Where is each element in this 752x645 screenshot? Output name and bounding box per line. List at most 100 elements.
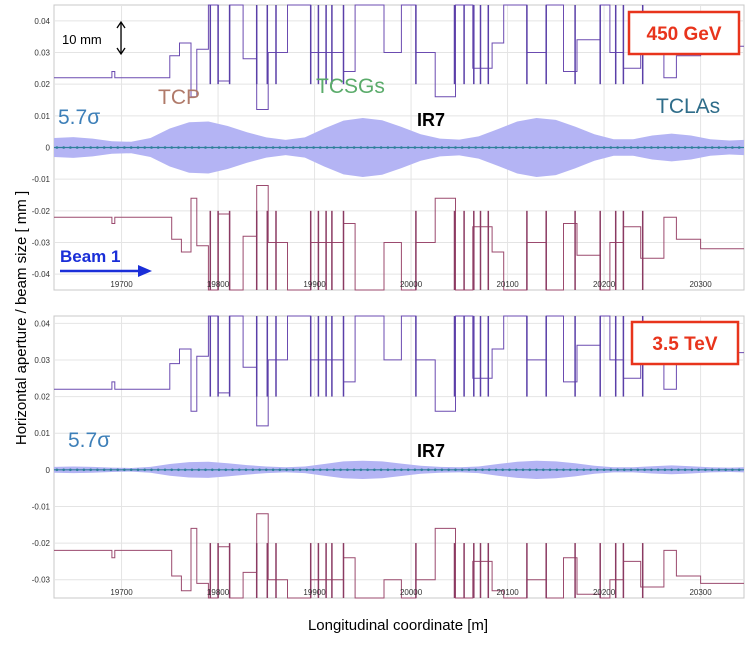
beam-marker-point: [143, 468, 146, 472]
beam-marker-point: [474, 468, 478, 472]
beam-marker-point: [406, 468, 410, 472]
beam-marker-point: [690, 146, 694, 149]
x-tick-label: 20100: [496, 588, 519, 597]
plot-area-3-5tev: [53, 315, 745, 599]
beam-marker-point: [433, 146, 437, 149]
beam-marker-point: [224, 146, 228, 149]
beam-marker-point: [670, 146, 673, 149]
beam-marker-point: [359, 468, 363, 472]
energy-badge-frame-450gev: [627, 10, 741, 56]
beam-marker-point: [481, 468, 484, 472]
beam-marker-point: [96, 146, 99, 149]
beam-marker-point: [271, 468, 275, 472]
beam-marker-point: [447, 468, 451, 472]
beam-marker-point: [440, 468, 444, 472]
beam-marker-point: [129, 146, 133, 149]
beam-marker-point: [373, 468, 376, 472]
beam-marker-point: [211, 468, 214, 472]
beam-marker-point: [251, 468, 255, 472]
beam-marker-point: [231, 146, 234, 149]
y-tick-label: 0.04: [34, 319, 50, 328]
x-tick-label: 20300: [689, 280, 712, 289]
beam-marker-point: [258, 468, 261, 472]
beam-marker-point: [211, 146, 214, 149]
beam-marker-point: [292, 468, 295, 472]
beam-marker-point: [82, 146, 86, 149]
beam-marker-point: [271, 146, 275, 149]
beam-marker-point: [467, 146, 471, 149]
beam-marker-point: [319, 468, 322, 472]
beam-marker-point: [427, 146, 430, 149]
scale-bar-arrow-down-icon: [116, 47, 126, 56]
beam-marker-point: [183, 146, 187, 149]
beam-marker-point: [352, 146, 356, 149]
beam-marker-point: [717, 468, 721, 472]
beam-marker-point: [501, 468, 505, 472]
y-tick-label: 0: [46, 144, 51, 153]
y-tick-label: -0.04: [32, 270, 51, 279]
beam-marker-point: [346, 468, 349, 472]
beam-marker-point: [677, 146, 680, 149]
beam-marker-point: [656, 146, 660, 149]
beam-marker-point: [244, 468, 248, 472]
beam-marker-point: [433, 468, 437, 472]
beam-marker-point: [602, 468, 606, 472]
beam-marker-point: [474, 146, 478, 149]
beam-marker-point: [238, 468, 241, 472]
beam-marker-point: [278, 468, 282, 472]
beam-marker-point: [427, 468, 430, 472]
beam-marker-point: [501, 146, 505, 149]
beam-marker-point: [460, 468, 464, 472]
beam-marker-point: [400, 146, 403, 149]
beam-marker-point: [258, 146, 261, 149]
beam-marker-point: [352, 468, 356, 472]
beam-marker-point: [55, 468, 59, 472]
beam-marker-point: [75, 146, 79, 149]
beam-marker-point: [109, 468, 113, 472]
beam-marker-point: [156, 468, 160, 472]
beam-marker-point: [623, 146, 626, 149]
y-tick-label: 0.04: [34, 17, 50, 26]
beam-marker-point: [535, 468, 538, 472]
beam-marker-point: [616, 468, 619, 472]
beam-marker-point: [596, 146, 599, 149]
beam-marker-point: [542, 468, 545, 472]
ir7-label-450gev: IR7: [417, 110, 445, 130]
beam-marker-point: [393, 468, 397, 472]
beam-marker-point: [636, 146, 640, 149]
beam-marker-point: [177, 146, 180, 149]
beam-marker-point: [278, 146, 282, 149]
x-tick-label: 19700: [110, 588, 133, 597]
beam-marker-point: [366, 468, 369, 472]
beam-marker-point: [609, 468, 613, 472]
tcp-label: TCP: [158, 86, 200, 109]
beam-marker-point: [379, 468, 383, 472]
beam-envelope-3-5tev: [54, 460, 744, 479]
beam-marker-point: [238, 146, 241, 149]
lower-aperture-line: [54, 513, 744, 599]
beam-marker-point: [89, 146, 92, 149]
beam-marker-point: [75, 468, 79, 472]
beam-marker-point: [467, 468, 471, 472]
beam-marker-point: [528, 146, 532, 149]
beam-marker-point: [508, 468, 511, 472]
apertures-3-5tev: [54, 315, 744, 599]
beam-marker-point: [494, 146, 498, 149]
beam-marker-point: [460, 146, 464, 149]
beam-marker-point: [413, 468, 417, 472]
scale-bar: 10 mm: [62, 20, 126, 56]
beam-marker-point: [589, 468, 592, 472]
y-tick-label: 0.03: [34, 49, 50, 58]
beam-marker-point: [569, 146, 572, 149]
beam-marker-point: [319, 146, 322, 149]
y-tick-label: -0.01: [32, 175, 51, 184]
beam-marker-point: [109, 146, 113, 149]
beam-marker-point: [231, 468, 234, 472]
beam-marker-point: [406, 146, 410, 149]
beam-marker-point: [123, 468, 126, 472]
ticks-3-5tev: 19700 19800 19900 20000 20100 20200 20300 0.04 0…: [32, 319, 712, 597]
y-tick-label: -0.02: [32, 207, 51, 216]
beam-marker-point: [454, 468, 457, 472]
beam-marker-point: [69, 468, 72, 472]
